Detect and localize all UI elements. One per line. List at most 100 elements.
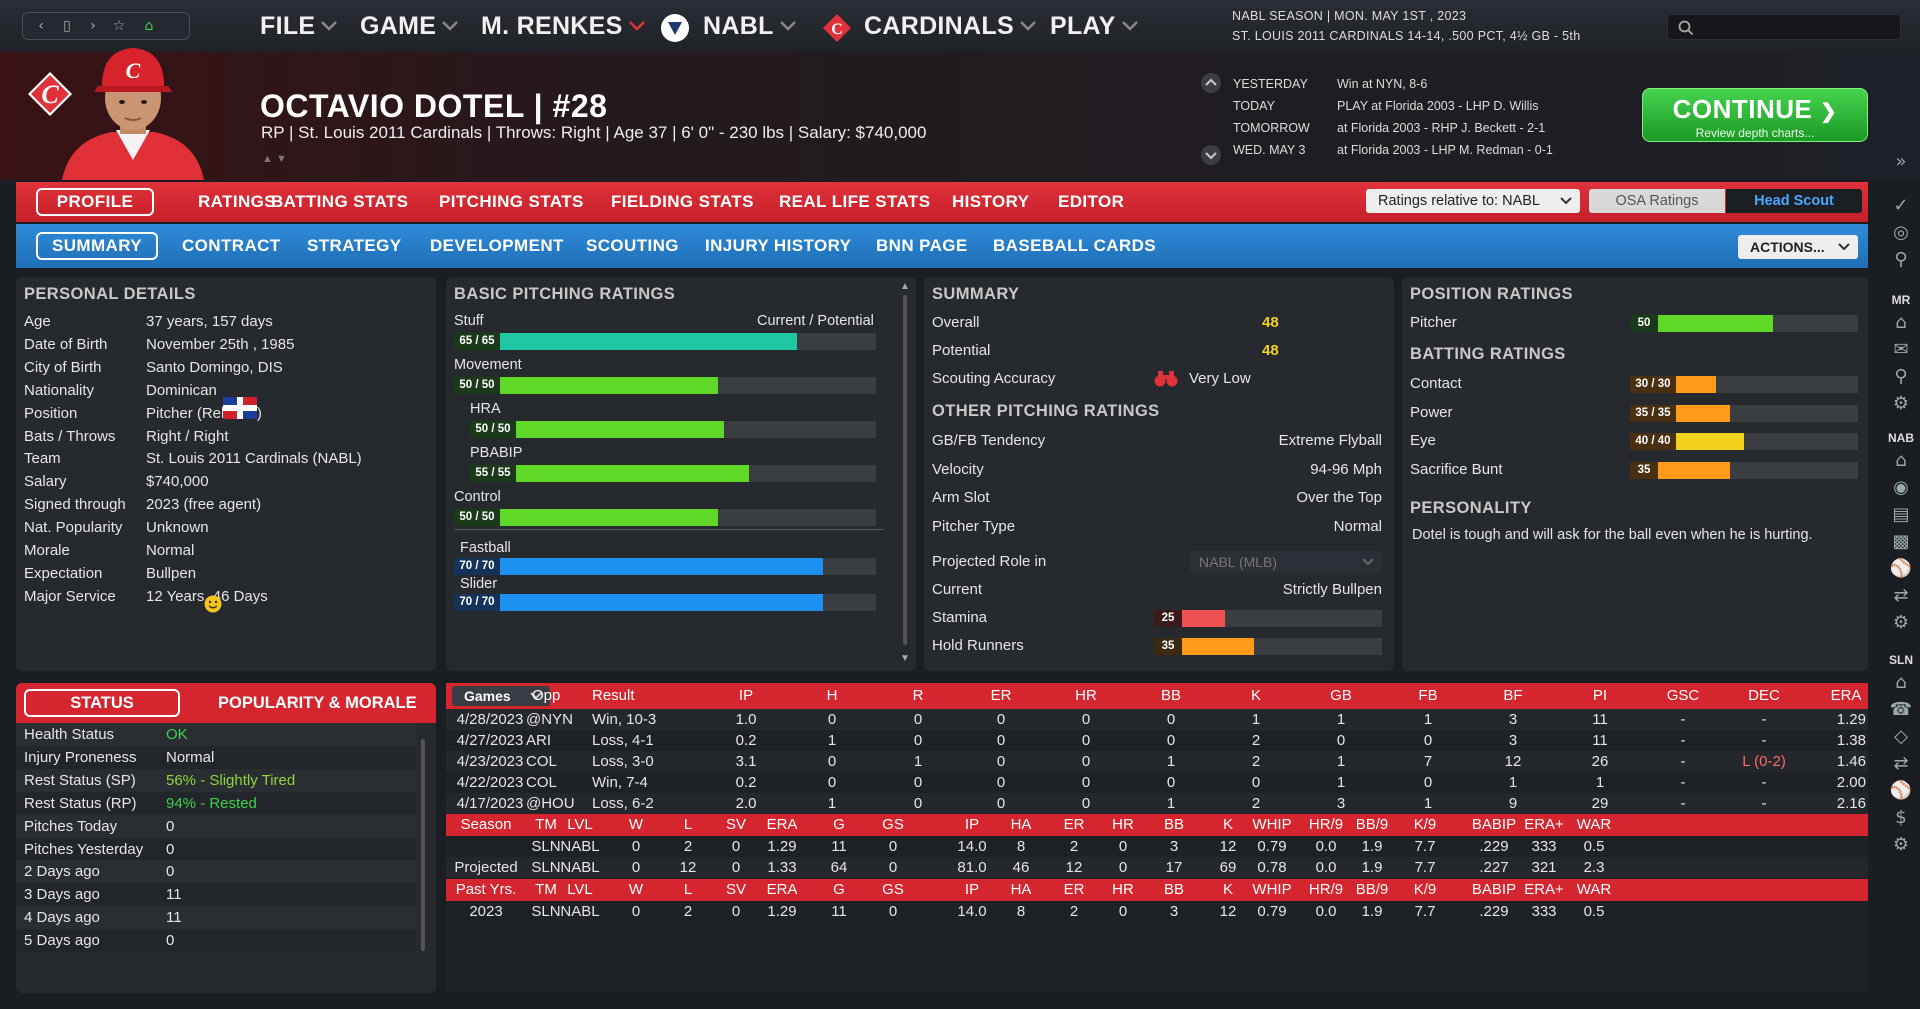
tab-fielding-stats[interactable]: FIELDING STATS — [611, 192, 754, 211]
game-row[interactable]: 4/27/2023 ARI Loss, 4-1 0.2 1 0 0 0 0 2 0 0 3 11 - - 1.3… — [446, 730, 1868, 751]
transactions-icon[interactable]: ⇄ — [1893, 585, 1909, 606]
search-icon[interactable]: ⚲ — [1894, 366, 1908, 387]
schedule-down-icon[interactable] — [1200, 144, 1222, 166]
column-header[interactable]: G — [833, 816, 845, 833]
column-header[interactable]: HR — [1112, 881, 1134, 898]
gear-icon[interactable]: ⚙ — [1892, 612, 1910, 633]
column-header[interactable]: IP — [738, 687, 754, 704]
mail-icon[interactable]: ✉ — [1893, 339, 1909, 360]
column-header[interactable]: K — [1222, 816, 1233, 833]
tab-profile[interactable]: PROFILE — [36, 188, 154, 216]
column-header[interactable]: HR — [1112, 816, 1134, 833]
menu-team[interactable]: CARDINALS — [864, 10, 1036, 42]
column-header[interactable]: W — [628, 816, 644, 833]
column-header[interactable]: PI — [1592, 687, 1608, 704]
schedule-row[interactable]: TOMORROW at Florida 2003 - RHP J. Beckett… — [1233, 117, 1553, 139]
tab-batting-stats[interactable]: BATTING STATS — [271, 192, 409, 211]
menu-manager[interactable]: M. RENKES — [481, 10, 645, 42]
column-header[interactable]: SV — [725, 816, 746, 833]
tab-ratings[interactable]: RATINGS — [198, 192, 277, 211]
tab-editor[interactable]: EDITOR — [1058, 192, 1125, 211]
tab-history[interactable]: HISTORY — [952, 192, 1030, 211]
head-scout-toggle[interactable]: Head Scout — [1726, 189, 1862, 213]
column-header[interactable]: ERA — [1830, 687, 1862, 704]
column-header[interactable]: IP — [964, 816, 980, 833]
bookmark-icon[interactable]: ▯ — [63, 18, 71, 34]
column-header[interactable]: ER — [1063, 816, 1085, 833]
back-icon[interactable]: ‹ — [38, 18, 44, 34]
column-header[interactable]: SV — [725, 881, 746, 898]
lightbulb-icon[interactable]: ⚲ — [1894, 249, 1908, 270]
column-header[interactable]: LVL — [567, 881, 593, 898]
player-nav-arrows[interactable]: ▲ ▼ — [262, 153, 287, 165]
home-icon[interactable]: ⌂ — [1895, 312, 1907, 333]
column-header[interactable]: K — [1222, 881, 1233, 898]
column-header[interactable]: HA — [1010, 881, 1032, 898]
osa-ratings-toggle[interactable]: OSA Ratings — [1589, 189, 1725, 213]
column-header[interactable]: K — [1250, 687, 1261, 704]
column-header[interactable]: GB — [1330, 687, 1352, 704]
column-header[interactable]: TM — [535, 816, 557, 833]
column-header[interactable]: HR/9 — [1308, 816, 1344, 833]
column-header[interactable]: H — [826, 687, 838, 704]
column-header[interactable]: K/9 — [1413, 881, 1437, 898]
column-header[interactable]: WHIP — [1252, 816, 1292, 833]
column-header[interactable]: BABIP — [1471, 816, 1517, 833]
scroll-up-icon[interactable]: ▲ — [900, 281, 910, 292]
column-header[interactable]: WAR — [1576, 816, 1612, 833]
tab-contract[interactable]: CONTRACT — [182, 236, 281, 255]
column-header[interactable]: DEC — [1748, 687, 1780, 704]
column-header[interactable]: GS — [882, 816, 904, 833]
tab-bnn-page[interactable]: BNN PAGE — [876, 236, 968, 255]
tab-development[interactable]: DEVELOPMENT — [430, 236, 564, 255]
column-header[interactable]: Opp — [532, 687, 561, 704]
column-header[interactable]: L — [683, 881, 693, 898]
column-header[interactable]: FB — [1418, 687, 1438, 704]
column-header[interactable]: ER — [1063, 881, 1085, 898]
column-header[interactable]: GSC — [1666, 687, 1700, 704]
game-row[interactable]: 4/28/2023 @NYN Win, 10-3 1.0 0 0 0 0 0 1 1 1 3 11- -1.… — [446, 709, 1868, 730]
roster-icon[interactable]: ☎ — [1889, 699, 1913, 720]
column-header[interactable]: Past Yrs. — [455, 881, 517, 898]
column-header[interactable]: HR/9 — [1308, 881, 1344, 898]
column-header[interactable]: Season — [460, 816, 512, 833]
tab-pitching-stats[interactable]: PITCHING STATS — [439, 192, 584, 211]
column-header[interactable]: ERA+ — [1524, 881, 1564, 898]
column-header[interactable]: BB/9 — [1355, 881, 1389, 898]
actions-menu[interactable]: ACTIONS... — [1738, 235, 1858, 259]
column-header[interactable]: BB — [1163, 881, 1184, 898]
games-select[interactable]: Games — [452, 686, 550, 706]
column-header[interactable]: HA — [1010, 816, 1032, 833]
tab-summary[interactable]: SUMMARY — [36, 232, 158, 260]
column-header[interactable]: HR — [1075, 687, 1097, 704]
tab-baseball-cards[interactable]: BASEBALL CARDS — [993, 236, 1157, 255]
column-header[interactable]: IP — [964, 881, 980, 898]
column-header[interactable]: R — [912, 687, 924, 704]
game-row[interactable]: 4/22/2023 COL Win, 7-4 0.2 0 0 0 0 0 0 1 0 1 1 - - 2.00 — [446, 772, 1868, 793]
menu-game[interactable]: GAME — [360, 10, 459, 42]
projected-role-select[interactable]: NABL (MLB) — [1190, 551, 1382, 573]
tab-popularity-morale[interactable]: POPULARITY & MORALE — [218, 694, 417, 712]
tab-status[interactable]: STATUS — [24, 689, 180, 717]
game-row[interactable]: 4/17/2023 @HOU Loss, 6-2 2.0 1 0 0 0 1 2 3 1 9 29 - - 2.… — [446, 793, 1868, 814]
tab-real-life-stats[interactable]: REAL LIFE STATS — [779, 192, 931, 211]
column-header[interactable]: TM — [535, 881, 557, 898]
column-header[interactable]: Result — [592, 687, 635, 704]
depth-chart-icon[interactable]: ◇ — [1894, 726, 1908, 747]
baseball-icon[interactable]: ⚾ — [1889, 558, 1913, 579]
column-header[interactable]: K/9 — [1413, 816, 1437, 833]
column-header[interactable]: BABIP — [1471, 881, 1517, 898]
column-header[interactable]: ERA — [766, 816, 798, 833]
transactions-icon[interactable]: ⇄ — [1893, 753, 1909, 774]
schedule-row[interactable]: TODAY PLAY at Florida 2003 - LHP D. Willi… — [1233, 95, 1553, 117]
column-header[interactable]: LVL — [567, 816, 593, 833]
scrollbar[interactable]: ▲ ▼ — [900, 281, 910, 667]
baseball-icon[interactable]: ⚾ — [1889, 780, 1913, 801]
column-header[interactable]: GS — [882, 881, 904, 898]
column-header[interactable]: BF — [1503, 687, 1523, 704]
column-header[interactable]: L — [683, 816, 693, 833]
column-header[interactable]: WAR — [1576, 881, 1612, 898]
home-icon[interactable]: ⌂ — [1895, 672, 1907, 693]
continue-button[interactable]: CONTINUE ❯ Review depth charts... — [1642, 88, 1868, 142]
home-icon[interactable]: ⌂ — [144, 18, 154, 34]
